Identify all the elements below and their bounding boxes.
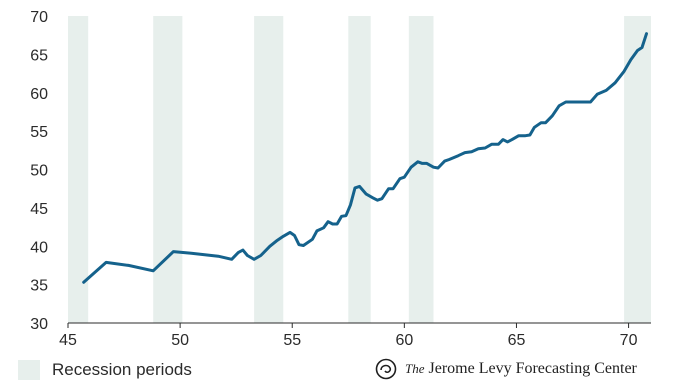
brand-name: The Jerome Levy Forecasting Center	[405, 360, 637, 378]
legend-swatch	[18, 360, 40, 380]
x-tick-label-70: 70	[620, 332, 638, 349]
recession-band-3	[254, 16, 284, 323]
recession-bands	[68, 16, 651, 323]
legend-label: Recession periods	[52, 360, 192, 379]
x-tick-label-60: 60	[395, 332, 413, 349]
series-lines	[82, 32, 648, 284]
x-tick-label-65: 65	[508, 332, 526, 349]
brand-title: Jerome Levy Forecasting Center	[428, 360, 637, 377]
y-tick-label-45: 45	[30, 201, 48, 218]
x-tick-label-45: 45	[59, 332, 77, 349]
x-tick-label-55: 55	[283, 332, 301, 349]
tick-labels: 45 50 55 60 65 70 30 35 40 45 50 55 60 65 70	[30, 9, 637, 349]
axes	[67, 322, 651, 328]
recession-band-4	[348, 16, 371, 323]
y-tick-label-30: 30	[30, 316, 48, 333]
series-line-1	[82, 32, 648, 284]
y-tick-label-50: 50	[30, 163, 48, 180]
recession-band-5	[408, 16, 434, 323]
recession-band-2	[153, 16, 183, 323]
line-chart: 45 50 55 60 65 70 30 35 40 45 50 55 60 65 70	[30, 9, 651, 349]
y-tick-label-55: 55	[30, 124, 48, 141]
y-tick-label-70: 70	[30, 9, 48, 26]
y-tick-label-65: 65	[30, 47, 48, 64]
y-tick-label-35: 35	[30, 278, 48, 295]
recession-band-6	[624, 16, 651, 323]
legend: Recession periods	[18, 358, 192, 382]
y-tick-label-60: 60	[30, 86, 48, 103]
x-tick-label-50: 50	[171, 332, 189, 349]
recession-band-1	[68, 16, 89, 323]
brand-the: The	[405, 361, 425, 376]
y-tick-label-40: 40	[30, 239, 48, 256]
levy-logo-icon	[375, 358, 397, 380]
brand-logo: The Jerome Levy Forecasting Center	[375, 358, 637, 380]
